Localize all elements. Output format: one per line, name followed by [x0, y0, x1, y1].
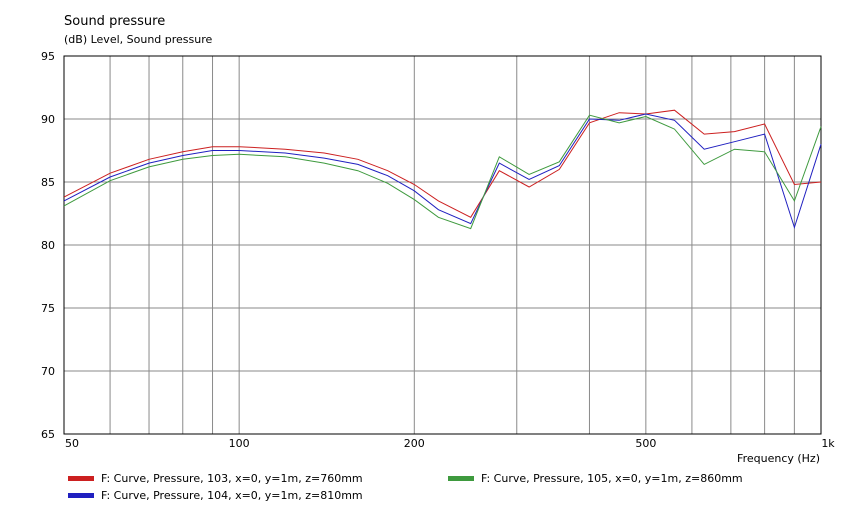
series-lines — [63, 109, 822, 230]
y-tick-label: 85 — [41, 176, 55, 189]
y-tick-label: 90 — [41, 113, 55, 126]
grid-lines — [64, 56, 821, 434]
legend-label: F: Curve, Pressure, 105, x=0, y=1m, z=86… — [481, 472, 743, 485]
legend-swatch — [68, 476, 94, 481]
legend-swatch — [68, 493, 94, 498]
legend: F: Curve, Pressure, 103, x=0, y=1m, z=76… — [68, 472, 743, 502]
legend-label: F: Curve, Pressure, 104, x=0, y=1m, z=81… — [101, 489, 363, 502]
legend-label: F: Curve, Pressure, 103, x=0, y=1m, z=76… — [101, 472, 363, 485]
y-tick-labels: 65 70 75 80 85 90 95 — [41, 50, 55, 441]
chart-title: Sound pressure — [64, 14, 165, 29]
chart-subtitle: (dB) Level, Sound pressure — [64, 33, 213, 46]
y-tick-label: 95 — [41, 50, 55, 63]
series-line-3 — [63, 114, 822, 230]
x-axis-label: Frequency (Hz) — [737, 452, 820, 465]
series-line-1 — [63, 109, 822, 218]
x-tick-labels: 50 100 200 500 1k — [65, 437, 835, 450]
legend-swatch — [448, 476, 474, 481]
y-tick-label: 80 — [41, 239, 55, 252]
x-tick-label: 200 — [404, 437, 425, 450]
x-tick-label: 1k — [821, 437, 835, 450]
series-line-2 — [63, 113, 822, 230]
y-tick-label: 70 — [41, 365, 55, 378]
x-tick-label: 100 — [229, 437, 250, 450]
y-tick-label: 75 — [41, 302, 55, 315]
x-tick-label: 50 — [65, 437, 79, 450]
plot-frame — [63, 55, 822, 435]
x-tick-label: 500 — [635, 437, 656, 450]
y-tick-label: 65 — [41, 428, 55, 441]
